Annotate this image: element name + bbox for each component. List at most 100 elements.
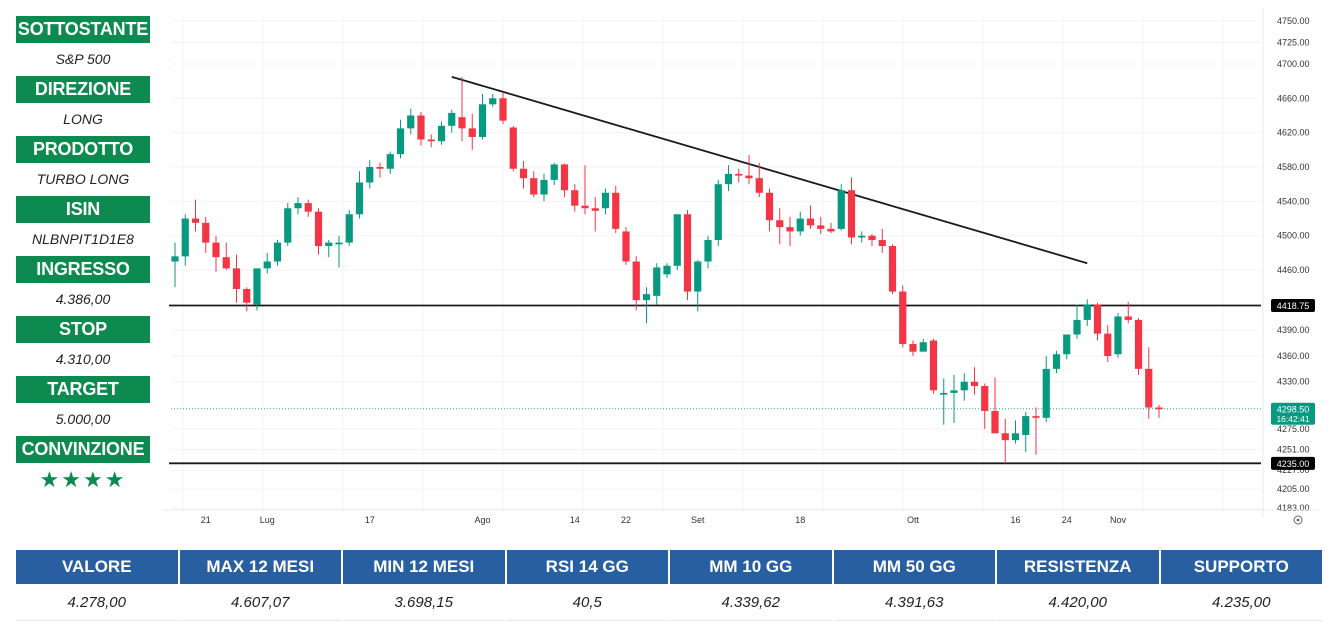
x-tick-label: 16 <box>1010 515 1020 525</box>
candle <box>263 252 271 274</box>
candle <box>991 377 999 434</box>
candle-body <box>1052 354 1061 369</box>
candle-body <box>314 211 323 247</box>
candle <box>960 373 968 401</box>
candle-body <box>653 267 661 296</box>
candle-body <box>345 214 353 243</box>
candle <box>806 205 815 229</box>
stats-header-cell: SUPPORTO <box>1160 550 1322 584</box>
sidebar-value: 5.000,00 <box>16 406 150 433</box>
candle <box>909 340 917 356</box>
candle-body <box>1042 368 1050 418</box>
candle-body <box>755 178 763 193</box>
candle <box>1155 404 1163 418</box>
candle <box>612 185 620 234</box>
candle-body <box>489 98 497 105</box>
sidebar-label: STOP <box>16 316 150 343</box>
candle-body <box>499 98 507 121</box>
candle-body <box>427 139 435 142</box>
candle <box>776 208 784 245</box>
candle-body <box>560 164 569 191</box>
candle <box>314 208 323 255</box>
sidebar-value: 4.386,00 <box>16 286 150 313</box>
candle-body <box>540 179 548 195</box>
candle-body <box>232 268 241 289</box>
candle-body <box>202 222 210 243</box>
stats-value-row: 4.278,00 4.607,07 3.698,15 40,5 4.339,62 4.39… <box>16 584 1322 621</box>
stats-header-cell: MM 10 GG <box>670 550 832 584</box>
time-axis: 21 Lug 17 Ago 14 22 Set 18 Ott 16 24 Nov <box>163 509 1321 525</box>
stats-header-cell: VALORE <box>16 550 178 584</box>
y-tick-label: 4460.00 <box>1277 265 1310 275</box>
candle <box>1011 420 1020 444</box>
sidebar-value: TURBO LONG <box>16 166 150 193</box>
candle <box>396 119 405 159</box>
candle-body <box>858 235 866 238</box>
candle-body <box>991 410 999 434</box>
candle <box>1032 407 1040 455</box>
candle <box>458 76 466 142</box>
candle-body <box>1083 304 1091 320</box>
candle-body <box>304 203 312 212</box>
candle-body <box>929 340 938 391</box>
candle <box>1083 299 1091 326</box>
y-tick-label: 4330.00 <box>1277 377 1310 387</box>
sidebar-label: CONVINZIONE <box>16 436 150 463</box>
candle <box>468 113 476 150</box>
candle <box>325 240 333 258</box>
x-tick-label: Ott <box>907 515 920 525</box>
candle-body <box>386 154 394 169</box>
y-tick-label: 4700.00 <box>1277 59 1310 69</box>
candle-body <box>1011 433 1020 441</box>
candle <box>663 263 671 278</box>
level-price-text: 4235.00 <box>1277 459 1310 469</box>
candle <box>222 242 230 271</box>
candle-body <box>509 127 517 169</box>
candle-body <box>253 268 261 305</box>
candle <box>294 197 302 215</box>
settings-icon[interactable] <box>1293 515 1303 525</box>
candle-body <box>796 218 804 232</box>
candle-body <box>878 240 886 247</box>
x-tick-label: 18 <box>795 515 805 525</box>
candle-body <box>273 242 282 262</box>
candle-body <box>642 294 651 301</box>
candle <box>745 154 753 185</box>
candle-body <box>612 192 620 229</box>
candle-body <box>1155 407 1163 410</box>
candle-body <box>981 386 989 411</box>
bar-countdown-text: 16:42:41 <box>1276 414 1309 424</box>
candle-body <box>1001 433 1009 441</box>
stats-header-cell: MAX 12 MESI <box>179 550 341 584</box>
sidebar-label: TARGET <box>16 376 150 403</box>
y-tick-label: 4660.00 <box>1277 93 1310 103</box>
candle-body <box>776 220 784 228</box>
candle <box>601 188 610 215</box>
candle <box>540 173 548 202</box>
candle <box>694 259 702 312</box>
candle-body <box>786 227 794 232</box>
candle-body <box>1134 319 1143 369</box>
candle-body <box>355 182 364 215</box>
candle <box>202 216 210 253</box>
candle-body <box>1093 304 1102 334</box>
candle-body <box>694 261 702 292</box>
candle-body <box>191 218 200 223</box>
candle <box>786 216 794 247</box>
candle <box>714 179 722 247</box>
candle <box>376 162 384 178</box>
candle <box>1042 355 1050 423</box>
sidebar-value: 4.310,00 <box>16 346 150 373</box>
candle-body <box>376 167 384 169</box>
candle <box>448 109 456 133</box>
candle-body <box>827 228 835 232</box>
conviction-stars: ★★★★ <box>39 468 127 493</box>
candle <box>940 378 948 425</box>
candle-body <box>724 173 733 185</box>
candle-body <box>478 104 487 137</box>
candle <box>284 203 292 247</box>
candle <box>704 235 712 269</box>
x-tick-label: 24 <box>1062 515 1072 525</box>
candle-body <box>970 381 979 387</box>
candle-body <box>960 381 968 391</box>
